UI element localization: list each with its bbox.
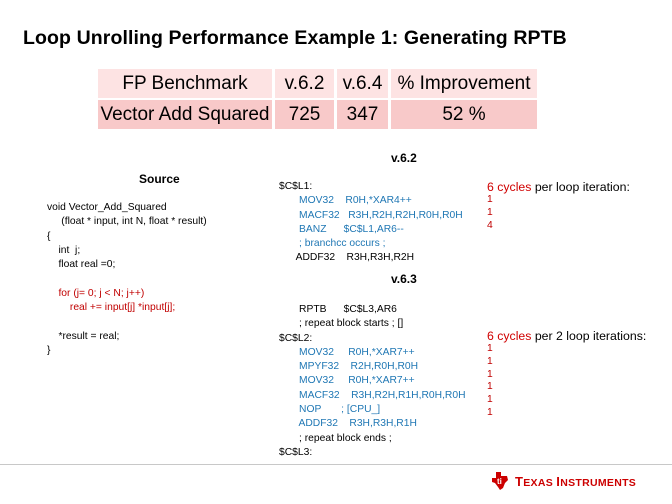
cell-improvement: 52 % [391, 100, 537, 129]
cell-benchmark-name: Vector Add Squared [98, 100, 272, 129]
v63-count: 1 [487, 406, 493, 418]
source-title: Source [139, 172, 180, 186]
v62-title: v.6.2 [391, 151, 417, 165]
v63-asm-line: MOV32 R0H,*XAR7++ [279, 375, 415, 387]
v62-asm-line: $C$L1: [279, 181, 313, 192]
svg-text:ti: ti [497, 477, 502, 486]
v63-count: 1 [487, 355, 493, 367]
v63-asm-line: NOP ; [CPU_] [279, 404, 381, 416]
v63-asm-line: ; repeat block ends ; [279, 432, 392, 444]
v63-title: v.6.3 [391, 272, 417, 286]
source-code-block: void Vector_Add_Squared (float * input, … [47, 201, 207, 358]
slide-title: Loop Unrolling Performance Example 1: Ge… [23, 27, 567, 49]
v63-cycles-heading: 6 cycles per 2 loop iterations: [487, 329, 646, 343]
source-code-line: real += input[j] *input[j]; [47, 302, 176, 314]
v63-cycles-bold: 6 cycles [487, 329, 532, 343]
v62-asm-line: ; branchcc occurs ; [279, 238, 386, 250]
ti-logo: ti TEXAS INSTRUMENTS [490, 471, 636, 491]
v63-asm-line: MACF32 R3H,R2H,R1H,R0H,R0H [279, 389, 466, 401]
v63-asm-line: $C$L2: [279, 332, 313, 344]
source-code-line: (float * input, int N, float * result) [47, 216, 207, 228]
v63-count: 1 [487, 394, 493, 406]
source-code-line [47, 315, 207, 329]
v62-asm-line: ADDF32 R3H,R3H,R2H [279, 252, 415, 264]
benchmark-data-row: Vector Add Squared 725 347 52 % [98, 100, 537, 129]
footer-divider [0, 464, 672, 465]
v63-count: 1 [487, 368, 493, 380]
v63-cycles-rest: per 2 loop iterations: [531, 329, 647, 343]
v63-asm-line: ADDF32 R3H,R3H,R1H [279, 418, 417, 430]
benchmark-table: FP Benchmark v.6.2 v.6.4 % Improvement V… [98, 69, 537, 129]
v62-asm-line: MACF32 R3H,R2H,R2H,R0H,R0H [279, 209, 463, 221]
source-code-line: int j; [47, 244, 81, 256]
v62-cycles-heading: 6 cycles per loop iteration: [487, 180, 630, 194]
source-code-line: { [47, 230, 51, 242]
source-code-line: for (j= 0; j < N; j++) [47, 287, 145, 299]
source-code-line [47, 272, 207, 286]
v63-assembly-block: RPTB $C$L3,AR6 ; repeat block starts ; [… [279, 303, 466, 460]
header-benchmark: FP Benchmark [98, 69, 272, 98]
cell-v64: 347 [337, 100, 388, 129]
ti-logo-text: TEXAS INSTRUMENTS [515, 473, 637, 489]
v62-count: 4 [487, 219, 493, 231]
header-v64: v.6.4 [337, 69, 388, 98]
v62-asm-line: BANZ $C$L1,AR6-- [279, 223, 404, 235]
v62-count: 1 [487, 206, 493, 218]
v63-asm-line: $C$L3: [279, 446, 313, 458]
header-improvement: % Improvement [391, 69, 537, 98]
v63-asm-line: MOV32 R0H,*XAR7++ [279, 346, 415, 358]
cell-v62: 725 [275, 100, 334, 129]
source-code-line: float real =0; [47, 259, 116, 271]
v62-assembly-block: $C$L1: MOV32 R0H,*XAR4++ MACF32 R3H,R2H,… [279, 180, 463, 266]
v62-cycles-rest: per loop iteration: [531, 180, 630, 194]
v63-asm-line: MPYF32 R2H,R0H,R0H [279, 361, 419, 373]
benchmark-header-row: FP Benchmark v.6.2 v.6.4 % Improvement [98, 69, 537, 98]
source-code-line: } [47, 344, 51, 356]
ti-texas-icon: ti [492, 472, 508, 490]
v62-cycles-bold: 6 cycles [487, 180, 532, 194]
header-v62: v.6.2 [275, 69, 334, 98]
source-code-line: void Vector_Add_Squared [47, 202, 167, 213]
source-code-line: *result = real; [47, 330, 120, 342]
v63-asm-line: RPTB $C$L3,AR6 [279, 304, 397, 315]
v62-count: 1 [487, 194, 493, 205]
v63-asm-line: ; repeat block starts ; [] [279, 318, 404, 330]
v62-asm-line: MOV32 R0H,*XAR4++ [279, 195, 412, 207]
v63-count: 1 [487, 343, 493, 354]
v63-count: 1 [487, 381, 493, 393]
